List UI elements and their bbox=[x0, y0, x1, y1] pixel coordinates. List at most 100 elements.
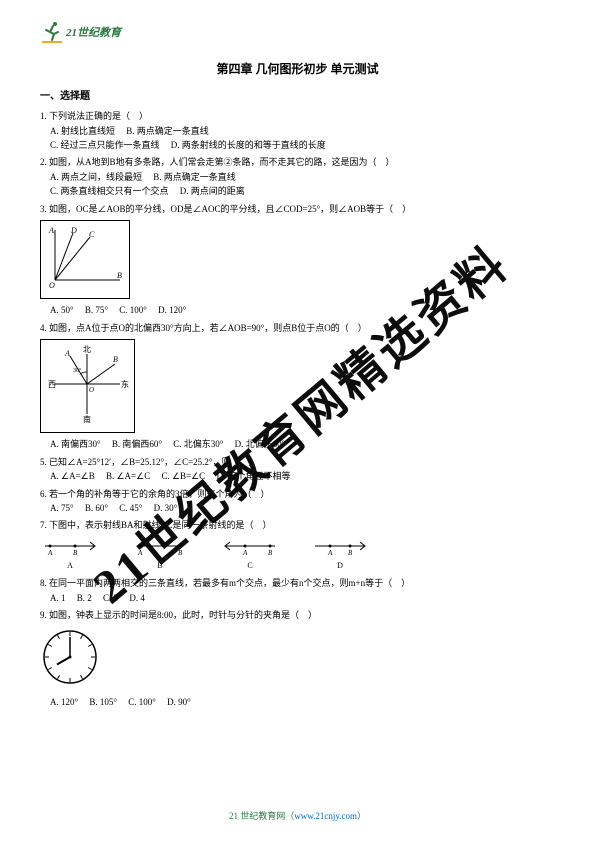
angle-diagram: A D C B O bbox=[40, 220, 555, 299]
page-footer: 21 世纪教育网（www.21cnjy.com） bbox=[0, 809, 595, 822]
footer-suffix: ） bbox=[357, 811, 366, 821]
question-options: A. 1 B. 2 C. 3 D. 4 bbox=[50, 591, 555, 605]
option-figure-a: AB A bbox=[40, 537, 100, 573]
question-options: A. 南偏西30° B. 南偏西60° C. 北偏东30° D. 北偏东60° bbox=[50, 437, 555, 451]
option-d: D. 90° bbox=[167, 697, 191, 707]
option-b: B. 两点确定一条直线 bbox=[126, 126, 209, 136]
option-d: D. 两条射线的长度的和等于直线的长度 bbox=[171, 140, 326, 150]
option-label: A bbox=[40, 560, 100, 573]
question-stem: 7. 下图中，表示射线BA和射线BC是同一条射线的是（ ） bbox=[40, 518, 555, 532]
option-b: B. 105° bbox=[89, 697, 117, 707]
svg-text:A: A bbox=[137, 549, 143, 555]
option-a: A. 两点之间，线段最短 bbox=[50, 172, 142, 182]
question-6: 6. 若一个角的补角等于它的余角的3倍，则这个角为（ ） A. 75° B. 6… bbox=[40, 487, 555, 516]
option-b: B. 2 bbox=[77, 593, 92, 603]
question-stem: 6. 若一个角的补角等于它的余角的3倍，则这个角为（ ） bbox=[40, 487, 555, 501]
question-options: A. 75° B. 60° C. 45° D. 30° bbox=[50, 501, 555, 515]
page-title: 第四章 几何图形初步 单元测试 bbox=[40, 60, 555, 79]
question-options: A. 两点之间，线段最短 B. 两点确定一条直线 C. 两条直线相交只有一个交点… bbox=[50, 170, 555, 199]
option-a: A. 南偏西30° bbox=[50, 439, 101, 449]
option-d: D. 北偏东60° bbox=[235, 439, 286, 449]
logo-text: 21世纪教育 bbox=[66, 24, 121, 40]
svg-text:A: A bbox=[47, 549, 53, 555]
option-a: A. 射线比直线短 bbox=[50, 126, 115, 136]
svg-text:北: 北 bbox=[83, 345, 91, 354]
question-2: 2. 如图，从A地到B地有多条路，人们常会走第②条路，而不走其它的路，这是因为（… bbox=[40, 155, 555, 198]
question-stem: 9. 如图，钟表上显示的时间是8:00，此时，时针与分针的夹角是（ ） bbox=[40, 608, 555, 622]
svg-text:30°: 30° bbox=[73, 367, 82, 374]
svg-text:西: 西 bbox=[48, 380, 56, 389]
option-a: A. 1 bbox=[50, 593, 66, 603]
question-4: 4. 如图，点A位于点O的北偏西30°方向上，若∠AOB=90°，则点B位于点O… bbox=[40, 321, 555, 452]
question-stem: 8. 在同一平面内两两相交的三条直线，若最多有m个交点，最少有n个交点，则m+n… bbox=[40, 576, 555, 590]
option-d: D. 120° bbox=[158, 305, 186, 315]
brand-logo: 21世纪教育 bbox=[40, 20, 121, 44]
option-d: D. 两点间的距离 bbox=[180, 186, 245, 196]
option-b: B. 75° bbox=[85, 305, 108, 315]
option-d: D. 三个角互不相等 bbox=[216, 471, 290, 481]
svg-text:A: A bbox=[327, 549, 333, 555]
question-stem: 1. 下列说法正确的是（ ） bbox=[40, 109, 555, 123]
svg-text:东: 东 bbox=[121, 379, 129, 389]
svg-text:C: C bbox=[89, 230, 95, 239]
svg-text:B: B bbox=[268, 549, 273, 555]
option-a: A. ∠A=∠B bbox=[50, 471, 95, 481]
svg-text:B: B bbox=[113, 355, 118, 364]
option-b: B. 南偏西60° bbox=[112, 439, 162, 449]
footer-prefix: 21 世纪教育网（ bbox=[229, 811, 294, 821]
question-options: A. 射线比直线短 B. 两点确定一条直线 C. 经过三点只能作一条直线 D. … bbox=[50, 124, 555, 153]
question-3: 3. 如图，OC是∠AOB的平分线，OD是∠AOC的平分线，且∠COD=25°，… bbox=[40, 202, 555, 318]
question-options: A. 50° B. 75° C. 100° D. 120° bbox=[50, 303, 555, 317]
ray-option-figures: AB A AB B AB C AB D bbox=[40, 537, 555, 573]
option-c: C. 100° bbox=[119, 305, 147, 315]
svg-text:南: 南 bbox=[83, 414, 91, 424]
svg-text:O: O bbox=[89, 386, 94, 394]
option-label: D bbox=[310, 560, 370, 573]
question-1: 1. 下列说法正确的是（ ） A. 射线比直线短 B. 两点确定一条直线 C. … bbox=[40, 109, 555, 152]
option-c: C. 北偏东30° bbox=[173, 439, 223, 449]
document-body: 第四章 几何图形初步 单元测试 一、选择题 1. 下列说法正确的是（ ） A. … bbox=[40, 60, 555, 712]
svg-text:A: A bbox=[64, 349, 70, 358]
question-stem: 4. 如图，点A位于点O的北偏西30°方向上，若∠AOB=90°，则点B位于点O… bbox=[40, 321, 555, 335]
svg-text:A: A bbox=[48, 226, 54, 235]
option-figure-c: A B C bbox=[220, 537, 280, 573]
svg-text:B: B bbox=[73, 549, 78, 555]
compass-diagram: 北 南 西 东 A B O 30° bbox=[40, 339, 555, 433]
question-options: A. 120° B. 105° C. 100° D. 90° bbox=[50, 695, 555, 709]
option-a: A. 75° bbox=[50, 503, 74, 513]
question-9: 9. 如图，钟表上显示的时间是8:00，此时，时针与分针的夹角是（ ） A. 1… bbox=[40, 608, 555, 709]
svg-text:B: B bbox=[348, 549, 353, 555]
option-d: D. 30° bbox=[154, 503, 178, 513]
option-label: B bbox=[130, 560, 190, 573]
option-b: B. 两点确定一条直线 bbox=[153, 172, 236, 182]
option-d: D. 4 bbox=[129, 593, 145, 603]
svg-text:A: A bbox=[242, 549, 248, 555]
option-figure-d: A B D bbox=[310, 537, 370, 573]
option-c: C. 3 bbox=[103, 593, 118, 603]
question-options: A. ∠A=∠B B. ∠A=∠C C. ∠B=∠C D. 三个角互不相等 bbox=[50, 469, 555, 483]
question-stem: 5. 已知∠A=25°12′，∠B=25.12°，∠C=25.2°，则（ ） bbox=[40, 455, 555, 469]
option-c: C. 100° bbox=[128, 697, 156, 707]
option-a: A. 50° bbox=[50, 305, 74, 315]
option-b: B. 60° bbox=[85, 503, 108, 513]
option-b: B. ∠A=∠C bbox=[106, 471, 150, 481]
question-5: 5. 已知∠A=25°12′，∠B=25.12°，∠C=25.2°，则（ ） A… bbox=[40, 455, 555, 484]
footer-url: www.21cnjy.com bbox=[294, 811, 357, 821]
svg-text:B: B bbox=[178, 549, 183, 555]
option-c: C. 45° bbox=[119, 503, 142, 513]
question-stem: 2. 如图，从A地到B地有多条路，人们常会走第②条路，而不走其它的路，这是因为（… bbox=[40, 155, 555, 169]
question-7: 7. 下图中，表示射线BA和射线BC是同一条射线的是（ ） AB A AB B … bbox=[40, 518, 555, 572]
runner-icon bbox=[40, 20, 64, 44]
svg-text:D: D bbox=[70, 226, 77, 235]
svg-text:B: B bbox=[117, 271, 122, 280]
question-stem: 3. 如图，OC是∠AOB的平分线，OD是∠AOC的平分线，且∠COD=25°，… bbox=[40, 202, 555, 216]
section-heading: 一、选择题 bbox=[40, 89, 555, 105]
option-c: C. 经过三点只能作一条直线 bbox=[50, 140, 160, 150]
option-figure-b: AB B bbox=[130, 537, 190, 573]
clock-diagram bbox=[40, 627, 555, 691]
option-a: A. 120° bbox=[50, 697, 78, 707]
question-8: 8. 在同一平面内两两相交的三条直线，若最多有m个交点，最少有n个交点，则m+n… bbox=[40, 576, 555, 605]
svg-text:O: O bbox=[49, 281, 55, 290]
option-label: C bbox=[220, 560, 280, 573]
option-c: C. ∠B=∠C bbox=[161, 471, 205, 481]
